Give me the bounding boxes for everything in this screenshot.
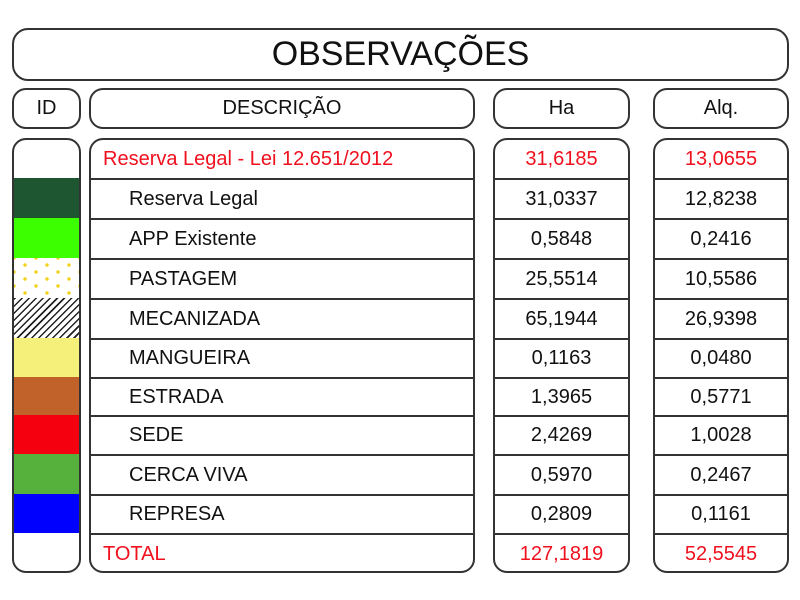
legend-swatch (14, 415, 79, 454)
id-column (12, 138, 81, 573)
alq-cell: 0,5771 (655, 377, 787, 415)
legend-swatch (14, 454, 79, 494)
swatch-solid (14, 454, 79, 494)
header-alq: Alq. (653, 88, 789, 129)
ha-cell: 25,5514 (495, 258, 628, 298)
alq-cell: 10,5586 (655, 258, 787, 298)
alq-cell: 52,5545 (655, 533, 787, 571)
alq-cell: 1,0028 (655, 415, 787, 454)
alq-cell: 0,1161 (655, 494, 787, 533)
legend-swatch (14, 298, 79, 338)
header-ha: Ha (493, 88, 630, 129)
header-description: DESCRIÇÃO (89, 88, 475, 129)
ha-cell: 65,1944 (495, 298, 628, 338)
ha-cell: 2,4269 (495, 415, 628, 454)
description-cell: CERCA VIVA (91, 454, 473, 494)
legend-swatch (14, 178, 79, 218)
description-cell: APP Existente (91, 218, 473, 258)
legend-swatch (14, 494, 79, 533)
ha-cell: 31,6185 (525, 147, 598, 170)
description-column: Reserva Legal - Lei 12.651/2012 Reserva L… (89, 138, 475, 573)
legend-swatch (14, 258, 79, 298)
swatch-solid (14, 218, 79, 258)
alq-cell: 0,0480 (655, 338, 787, 377)
legend-swatch (14, 533, 79, 571)
legend-swatch (14, 377, 79, 415)
swatch-solid (14, 494, 79, 533)
ha-cell: 1,3965 (495, 377, 628, 415)
swatch-hatch (14, 298, 79, 338)
swatch-solid (14, 178, 79, 218)
description-cell: Reserva Legal (91, 178, 473, 218)
ha-cell: 0,5848 (495, 218, 628, 258)
swatch-solid (14, 377, 79, 415)
description-cell: ESTRADA (91, 377, 473, 415)
alq-cell: 0,2416 (655, 218, 787, 258)
description-cell: Reserva Legal - Lei 12.651/2012 (103, 147, 394, 170)
alq-cell: 13,0655 (684, 147, 758, 170)
description-cell: MANGUEIRA (91, 338, 473, 377)
alq-cell: 26,9398 (655, 298, 787, 338)
ha-cell: 0,1163 (495, 338, 628, 377)
legend-swatch (14, 140, 79, 178)
description-cell: MECANIZADA (91, 298, 473, 338)
swatch-solid (14, 415, 79, 454)
ha-cell: 127,1819 (495, 533, 628, 571)
header-id: ID (12, 88, 81, 129)
alq-column: 13,0655 12,8238 0,2416 10,5586 26,9398 0,0480… (653, 138, 789, 573)
legend-swatch (14, 338, 79, 377)
ha-cell: 0,2809 (495, 494, 628, 533)
swatch-dots (14, 258, 79, 298)
ha-cell: 0,5970 (495, 454, 628, 494)
ha-column: 31,6185 31,0337 0,5848 25,5514 65,1944 0,1163… (493, 138, 630, 573)
description-cell: TOTAL (91, 533, 473, 571)
description-cell: SEDE (91, 415, 473, 454)
swatch-solid (14, 338, 79, 377)
description-cell: REPRESA (91, 494, 473, 533)
table-title: OBSERVAÇÕES (12, 28, 789, 81)
alq-cell: 0,2467 (655, 454, 787, 494)
ha-cell: 31,0337 (495, 178, 628, 218)
description-cell: PASTAGEM (91, 258, 473, 298)
legend-swatch (14, 218, 79, 258)
alq-cell: 12,8238 (655, 178, 787, 218)
